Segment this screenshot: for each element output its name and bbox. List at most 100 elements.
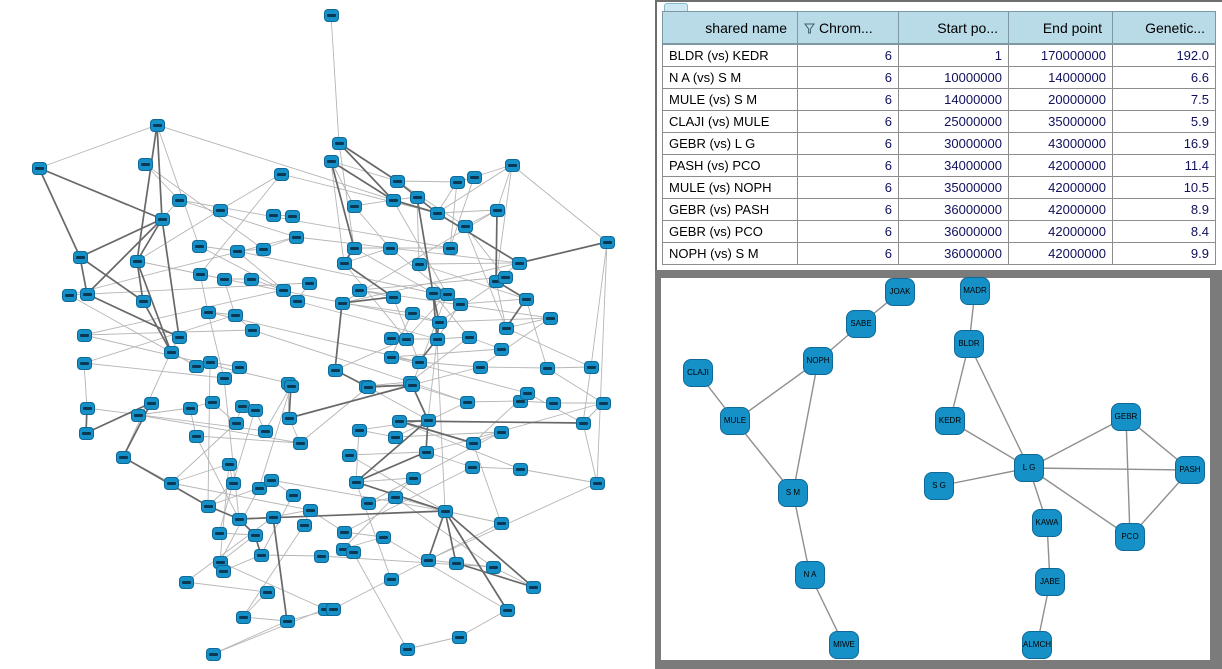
graph-node[interactable] xyxy=(451,630,467,644)
graph-node[interactable] xyxy=(420,553,436,567)
graph-node[interactable] xyxy=(489,203,505,217)
graph-node[interactable] xyxy=(519,386,535,400)
graph-node[interactable] xyxy=(383,350,399,364)
graph-node[interactable] xyxy=(225,476,241,490)
graph-node-n-a[interactable]: N A xyxy=(795,561,825,589)
graph-node-joak[interactable]: JOAK xyxy=(885,278,915,306)
graph-node[interactable] xyxy=(404,306,420,320)
graph-node[interactable] xyxy=(263,473,279,487)
graph-node[interactable] xyxy=(265,208,281,222)
column-header-chrom---[interactable]: Chrom... xyxy=(797,11,899,45)
graph-node[interactable] xyxy=(348,475,364,489)
graph-node[interactable] xyxy=(79,401,95,415)
graph-node[interactable] xyxy=(188,359,204,373)
graph-node[interactable] xyxy=(512,462,528,476)
cell-value[interactable]: 14000000 xyxy=(898,88,1009,111)
cell-value[interactable]: 192.0 xyxy=(1112,43,1216,67)
graph-node[interactable] xyxy=(599,235,615,249)
graph-node[interactable] xyxy=(255,242,271,256)
graph-node[interactable] xyxy=(265,510,281,524)
cell-value[interactable]: 8.4 xyxy=(1112,220,1216,243)
graph-node[interactable] xyxy=(279,614,295,628)
graph-node[interactable] xyxy=(200,499,216,513)
cell-value[interactable]: 35000000 xyxy=(1008,110,1113,133)
cell-value[interactable]: 10000000 xyxy=(898,66,1009,89)
graph-node[interactable] xyxy=(418,445,434,459)
column-header-end-point[interactable]: End point xyxy=(1008,11,1113,45)
graph-node[interactable] xyxy=(212,203,228,217)
graph-node-mule[interactable]: MULE xyxy=(720,407,750,435)
graph-node[interactable] xyxy=(79,287,95,301)
graph-node[interactable] xyxy=(135,294,151,308)
graph-node[interactable] xyxy=(313,549,329,563)
graph-node[interactable] xyxy=(398,332,414,346)
graph-node-almch[interactable]: ALMCH xyxy=(1022,631,1052,659)
graph-node[interactable] xyxy=(511,256,527,270)
column-header-start-po---[interactable]: Start po... xyxy=(898,11,1009,45)
graph-node[interactable] xyxy=(411,257,427,271)
graph-node[interactable] xyxy=(216,272,232,286)
graph-node[interactable] xyxy=(498,321,514,335)
graph-node[interactable] xyxy=(382,241,398,255)
table-row[interactable]: GEBR (vs) PASH 6 36000000 42000000 8.9 xyxy=(662,198,1216,221)
graph-node[interactable] xyxy=(539,361,555,375)
cell-value[interactable]: 35000000 xyxy=(898,176,1009,199)
graph-node[interactable] xyxy=(231,512,247,526)
graph-node[interactable] xyxy=(351,423,367,437)
table-row[interactable]: MULE (vs) S M 6 14000000 20000000 7.5 xyxy=(662,88,1216,111)
cell-value[interactable]: 6 xyxy=(797,198,899,221)
cell-value[interactable]: 6 xyxy=(797,154,899,177)
graph-node[interactable] xyxy=(504,158,520,172)
graph-node[interactable] xyxy=(215,564,231,578)
graph-node[interactable] xyxy=(465,436,481,450)
column-header-shared-name[interactable]: shared name xyxy=(662,11,798,45)
graph-node[interactable] xyxy=(31,161,47,175)
graph-node[interactable] xyxy=(360,496,376,510)
graph-node[interactable] xyxy=(493,425,509,439)
graph-node[interactable] xyxy=(275,283,291,297)
graph-node[interactable] xyxy=(259,585,275,599)
graph-node[interactable] xyxy=(130,408,146,422)
graph-node[interactable] xyxy=(302,503,318,517)
graph-node[interactable] xyxy=(461,330,477,344)
graph-node[interactable] xyxy=(257,424,273,438)
cell-value[interactable]: 25000000 xyxy=(898,110,1009,133)
graph-node[interactable] xyxy=(497,270,513,284)
graph-node[interactable] xyxy=(61,288,77,302)
table-row[interactable]: CLAJI (vs) MULE 6 25000000 35000000 5.9 xyxy=(662,110,1216,133)
graph-node[interactable] xyxy=(449,175,465,189)
cell-shared-name[interactable]: BLDR (vs) KEDR xyxy=(662,43,798,67)
graph-node[interactable] xyxy=(284,209,300,223)
graph-node[interactable] xyxy=(221,457,237,471)
graph-node-gebr[interactable]: GEBR xyxy=(1111,403,1141,431)
cell-value[interactable]: 6 xyxy=(797,43,899,67)
cell-shared-name[interactable]: GEBR (vs) L G xyxy=(662,132,798,155)
graph-node[interactable] xyxy=(331,136,347,150)
graph-node[interactable] xyxy=(334,296,350,310)
graph-node[interactable] xyxy=(182,401,198,415)
column-header-genetic---[interactable]: Genetic... xyxy=(1112,11,1216,45)
graph-node[interactable] xyxy=(251,481,267,495)
graph-node[interactable] xyxy=(466,170,482,184)
graph-node[interactable] xyxy=(595,396,611,410)
cell-value[interactable]: 9.9 xyxy=(1112,242,1216,265)
graph-node[interactable] xyxy=(247,528,263,542)
graph-node[interactable] xyxy=(336,256,352,270)
graph-node[interactable] xyxy=(72,250,88,264)
graph-node[interactable] xyxy=(437,504,453,518)
graph-node[interactable] xyxy=(452,297,468,311)
graph-node[interactable] xyxy=(253,548,269,562)
graph-node[interactable] xyxy=(292,436,308,450)
graph-node[interactable] xyxy=(391,414,407,428)
cell-value[interactable]: 14000000 xyxy=(1008,66,1113,89)
graph-node[interactable] xyxy=(485,560,501,574)
graph-node-s-m[interactable]: S M xyxy=(778,479,808,507)
graph-node[interactable] xyxy=(360,380,376,394)
graph-node[interactable] xyxy=(216,371,232,385)
graph-node[interactable] xyxy=(429,206,445,220)
cell-value[interactable]: 42000000 xyxy=(1008,220,1113,243)
graph-node[interactable] xyxy=(200,305,216,319)
graph-node[interactable] xyxy=(76,328,92,342)
table-row[interactable]: N A (vs) S M 6 10000000 14000000 6.6 xyxy=(662,66,1216,89)
graph-node[interactable] xyxy=(499,603,515,617)
